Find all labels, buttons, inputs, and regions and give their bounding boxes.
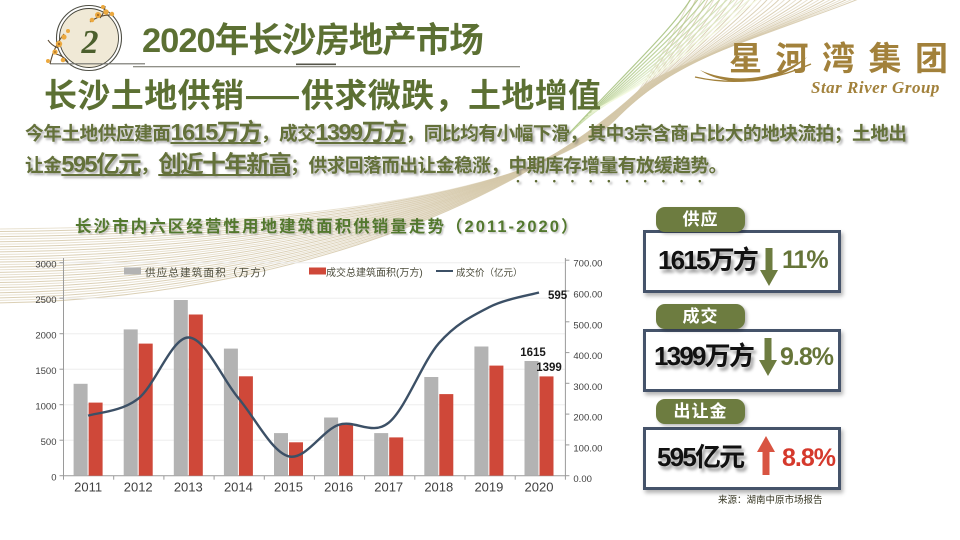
svg-text:100.00: 100.00 (573, 443, 602, 454)
svg-text:2016: 2016 (324, 480, 353, 495)
svg-text:2012: 2012 (124, 480, 153, 495)
svg-text:1000: 1000 (35, 402, 56, 413)
svg-text:成交价（亿元）: 成交价（亿元） (456, 267, 523, 279)
svg-text:500.00: 500.00 (573, 320, 602, 331)
svg-text:3000: 3000 (35, 260, 56, 271)
svg-text:1615: 1615 (520, 347, 546, 359)
svg-text:1399: 1399 (536, 362, 562, 374)
svg-text:1500: 1500 (35, 366, 56, 377)
svg-text:2017: 2017 (374, 480, 403, 495)
svg-text:2019: 2019 (474, 480, 503, 495)
svg-text:0: 0 (51, 473, 56, 484)
svg-text:供应总建筑面积（万方）: 供应总建筑面积（万方） (145, 266, 274, 279)
svg-text:2011: 2011 (74, 480, 102, 495)
svg-text:2000: 2000 (35, 331, 56, 342)
svg-text:2015: 2015 (274, 480, 303, 495)
svg-text:2020: 2020 (525, 480, 554, 495)
svg-text:2014: 2014 (224, 480, 253, 495)
svg-text:2013: 2013 (174, 480, 203, 495)
svg-text:2018: 2018 (424, 480, 453, 495)
svg-text:700.00: 700.00 (573, 259, 602, 270)
svg-text:300.00: 300.00 (573, 382, 602, 393)
svg-text:200.00: 200.00 (573, 413, 602, 424)
svg-text:600.00: 600.00 (573, 290, 602, 301)
svg-text:595: 595 (548, 290, 568, 302)
svg-text:500: 500 (41, 437, 57, 448)
svg-text:400.00: 400.00 (573, 351, 602, 362)
svg-text:成交总建筑面积(万方): 成交总建筑面积(万方) (326, 266, 423, 279)
svg-text:0.00: 0.00 (573, 474, 592, 485)
svg-text:2500: 2500 (35, 295, 56, 306)
